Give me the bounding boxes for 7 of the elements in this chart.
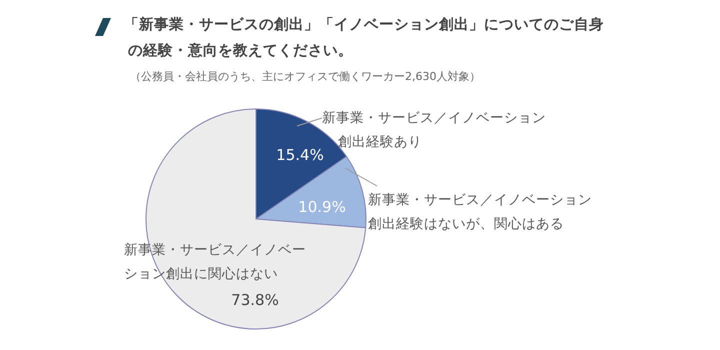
slice-label: 新事業・サービス／イノベーション創出経験はないが、関心はある — [368, 192, 592, 232]
data-label: 73.8% — [231, 291, 279, 309]
slice-label: 新事業・サービス／イノベーション創出経験あり — [322, 110, 546, 150]
data-label: 15.4% — [276, 146, 324, 164]
title: 「新事業・サービスの創出」「イノベーション創出」についてのご自身の経験・意向を教えてください。 — [124, 17, 604, 59]
data-label: 10.9% — [298, 198, 346, 216]
chart-subtitle: （公務員・会社員のうち、主にオフィスで働くワーカー2,630人対象） — [130, 70, 480, 83]
